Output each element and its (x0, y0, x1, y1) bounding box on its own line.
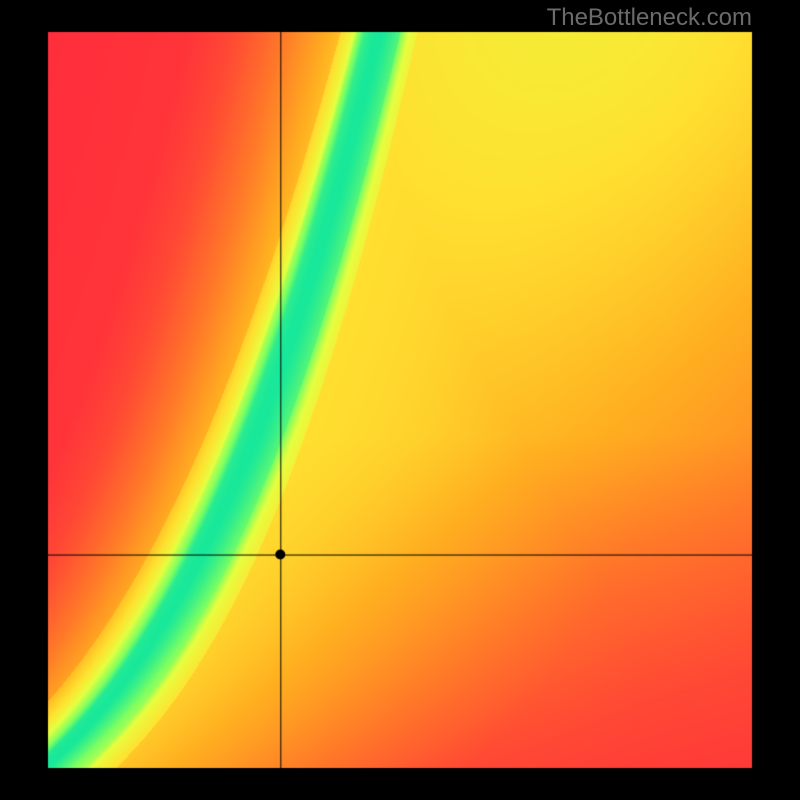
chart-container: TheBottleneck.com (0, 0, 800, 800)
bottleneck-heatmap (0, 0, 800, 800)
watermark-text: TheBottleneck.com (547, 4, 752, 32)
